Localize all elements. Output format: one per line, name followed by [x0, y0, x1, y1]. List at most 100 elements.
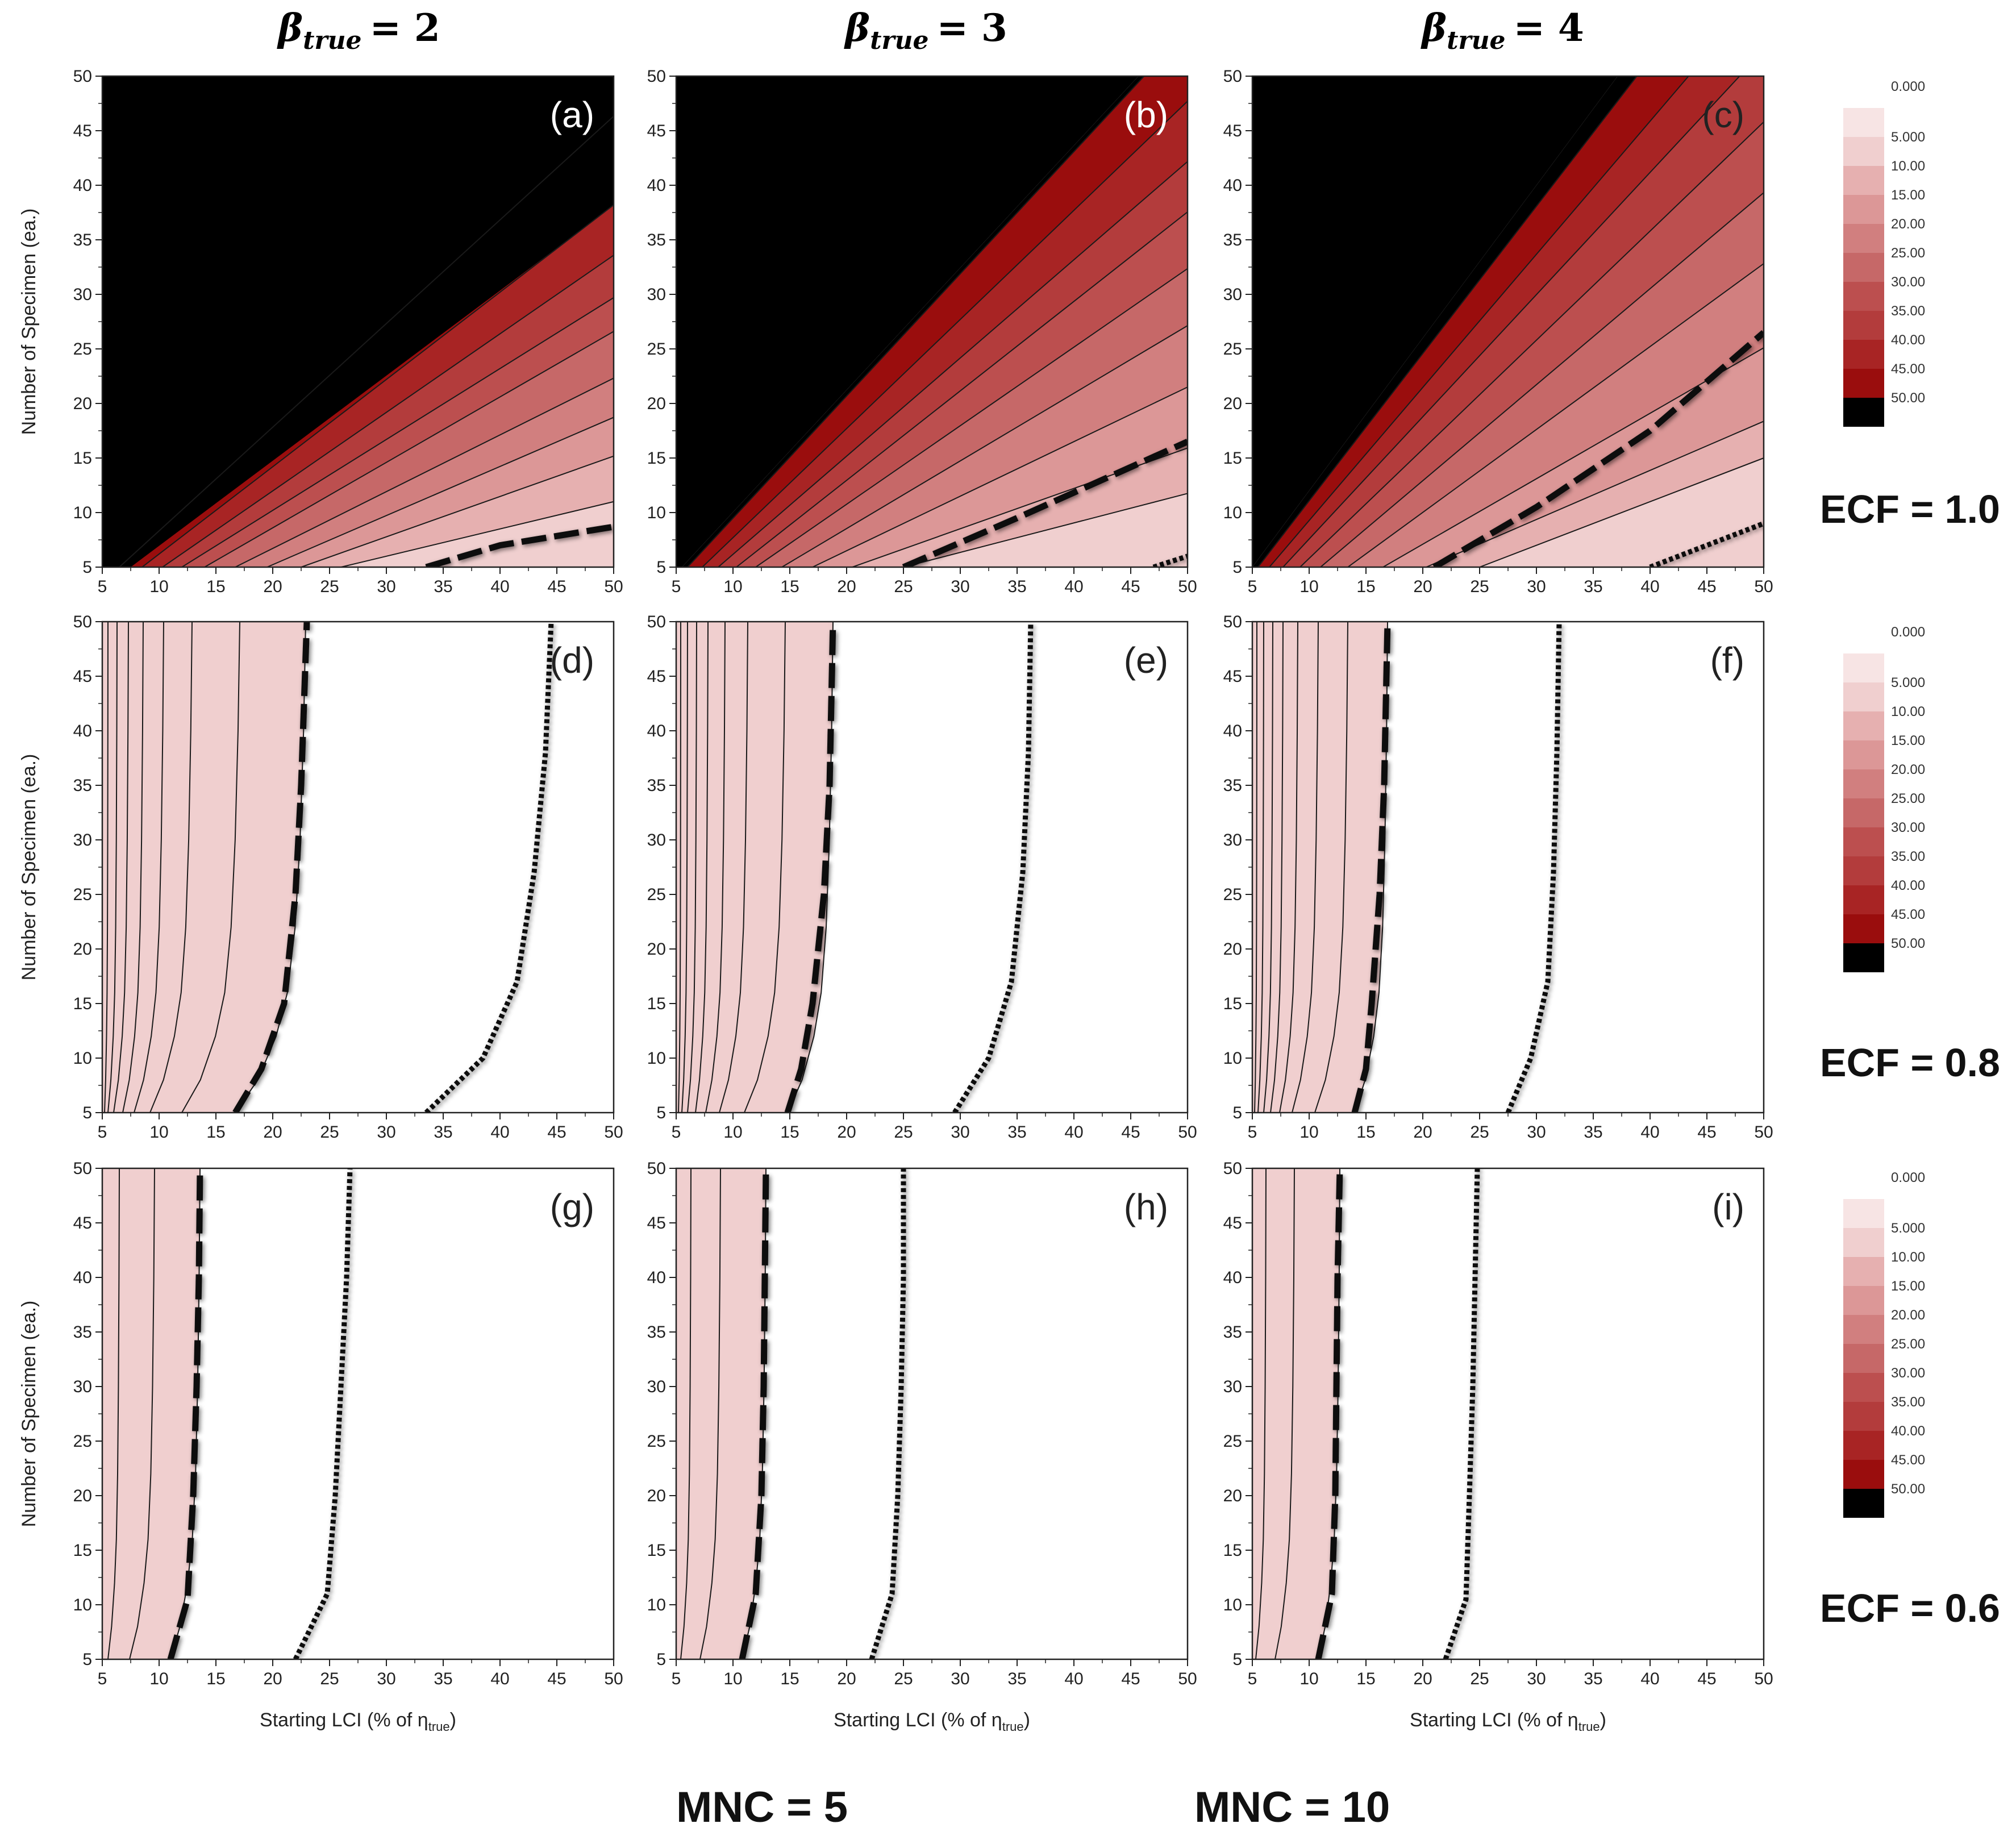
- contour-line: [680, 1168, 692, 1659]
- colorbar-swatch: [1843, 1257, 1884, 1286]
- y-tick-label: 45: [647, 122, 666, 140]
- contour-line: [695, 622, 709, 1113]
- y-tick-label: 20: [1223, 1487, 1242, 1505]
- x-tick-label: 45: [547, 1123, 566, 1142]
- x-tick-label: 5: [672, 577, 681, 596]
- x-tick-label: 45: [1121, 1123, 1140, 1142]
- contour-band-max: [676, 76, 1139, 567]
- y-tick-label: 10: [647, 1596, 666, 1614]
- contour-area: [1252, 1168, 1764, 1659]
- contour-band: [1252, 622, 1388, 1113]
- y-tick-label: 45: [73, 667, 92, 686]
- contour-band: [903, 76, 1188, 567]
- colorbar-swatch: [1843, 1431, 1884, 1460]
- colorbar-tick-label: 45.00: [1891, 361, 1925, 377]
- y-tick-label: 5: [82, 1104, 92, 1122]
- colorbar-swatch: [1843, 827, 1884, 856]
- y-tick-label: 30: [73, 831, 92, 850]
- y-tick-label: 45: [73, 1214, 92, 1233]
- y-tick-label: 25: [1223, 340, 1242, 359]
- colorbar-swatch: [1843, 653, 1884, 682]
- y-tick-label: 5: [656, 1104, 666, 1122]
- x-tick-label: 45: [1697, 1123, 1716, 1142]
- panel-c: 5 10 15 20 25 30 35 40 45 50 5 10 15 20 25 30 35 40 45 50 (c…: [1223, 67, 1773, 596]
- y-tick-label: 50: [647, 1159, 666, 1178]
- contour-band: [1383, 76, 1764, 567]
- contour-line: [718, 161, 1188, 567]
- panel-e: 5 10 15 20 25 30 35 40 45 50 5 10 15 20 25 30 35 40 45 50 (e…: [647, 613, 1197, 1142]
- contour-line: [119, 115, 614, 567]
- y-tick-label: 30: [647, 1377, 666, 1396]
- panel-b: 5 10 15 20 25 30 35 40 45 50 5 10 15 20 25 30 35 40 45 50 (b…: [647, 67, 1197, 596]
- x-tick-label: 20: [837, 1123, 856, 1142]
- panel-label: (i): [1712, 1187, 1744, 1227]
- contour-line: [744, 622, 786, 1113]
- y-tick-label: 35: [1223, 776, 1242, 795]
- y-tick-label: 35: [1223, 1323, 1242, 1342]
- y-tick-label: 40: [73, 722, 92, 740]
- colorbar-3: 0.000 5.000 10.00 15.00 20.00 25.00 30.00 35.00…: [1843, 1170, 1925, 1518]
- x-tick-label: 35: [1007, 1670, 1026, 1688]
- colorbar-swatch: [1843, 311, 1884, 340]
- colorbar-tick-label: 50.00: [1891, 390, 1925, 406]
- contour-line: [129, 1168, 155, 1659]
- y-tick-label: 15: [73, 994, 92, 1013]
- colorbar-swatch: [1843, 682, 1884, 711]
- y-tick-label: 5: [1232, 1104, 1242, 1122]
- colorbar-swatch: [1843, 1286, 1884, 1315]
- x-tick-label: 25: [320, 1670, 339, 1688]
- x-tick-label: 50: [604, 1670, 623, 1688]
- mnc-lines: [1315, 1168, 1480, 1659]
- y-tick-label: 45: [1223, 1214, 1242, 1233]
- colorbar-tick-label: 5.000: [1891, 1221, 1925, 1236]
- column-title-3: βtrue = 4: [1420, 6, 1584, 55]
- x-tick-label: 25: [1470, 577, 1489, 596]
- x-tick-label: 30: [377, 577, 395, 596]
- x-tick-label: 35: [434, 577, 452, 596]
- x-tick-label: 25: [1470, 1123, 1489, 1142]
- contour-line: [149, 622, 193, 1113]
- contour-line: [687, 76, 1145, 567]
- mnc-lines: [425, 523, 614, 567]
- colorbar-tick-label: 50.00: [1891, 936, 1925, 951]
- y-tick-label: 10: [1223, 1596, 1242, 1614]
- y-tick-label: 35: [647, 1323, 666, 1342]
- x-axis-label-close: ): [1600, 1709, 1606, 1731]
- y-tick-label: 45: [647, 667, 666, 686]
- colorbar-tick-label: 15.00: [1891, 733, 1925, 748]
- x-tick-label: 40: [490, 1123, 509, 1142]
- y-tick-label: 35: [1223, 231, 1242, 249]
- contour-band: [676, 1168, 766, 1659]
- colorbar-swatch: [1843, 1199, 1884, 1228]
- contour-band-max: [1252, 76, 1618, 567]
- x-tick-label: 15: [780, 577, 799, 596]
- y-tick-label: 20: [647, 940, 666, 959]
- x-axis-label-main: Starting LCI (% of η: [260, 1709, 428, 1731]
- x-tick-label: 40: [1640, 1670, 1659, 1688]
- y-tick-label: 25: [1223, 885, 1242, 904]
- x-tick-label: 20: [263, 577, 282, 596]
- panel-h: 5 10 15 20 25 30 35 40 45 50 5 10 15 20 25 30 35 40 45 50 (h…: [647, 1159, 1197, 1734]
- colorbar-tick-label: 5.000: [1891, 675, 1925, 690]
- contour-line: [162, 254, 614, 567]
- colorbar-swatch: [1843, 943, 1884, 972]
- y-tick-label: 40: [647, 722, 666, 740]
- colorbar-tick-label: 50.00: [1891, 1481, 1925, 1497]
- x-tick-label: 20: [1413, 1670, 1432, 1688]
- colorbar-tick-label: 20.00: [1891, 762, 1925, 777]
- contour-area: [676, 1168, 1188, 1659]
- colorbar-swatch: [1843, 914, 1884, 943]
- y-tick-label: 25: [647, 1432, 666, 1451]
- y-tick-label: 5: [656, 558, 666, 577]
- column-titles: βtrue = 2 βtrue = 3 βtrue = 4: [276, 6, 1584, 55]
- x-tick-label: 40: [490, 1670, 509, 1688]
- y-tick-label: 30: [73, 1377, 92, 1396]
- y-tick-label: 30: [73, 285, 92, 304]
- colorbar-swatch: [1843, 1460, 1884, 1489]
- x-tick-label: 45: [547, 577, 566, 596]
- x-tick-label: 50: [1178, 1670, 1197, 1688]
- panel-label: (h): [1124, 1187, 1168, 1227]
- y-tick-label: 25: [647, 340, 666, 359]
- mnc-lines: [784, 622, 1034, 1113]
